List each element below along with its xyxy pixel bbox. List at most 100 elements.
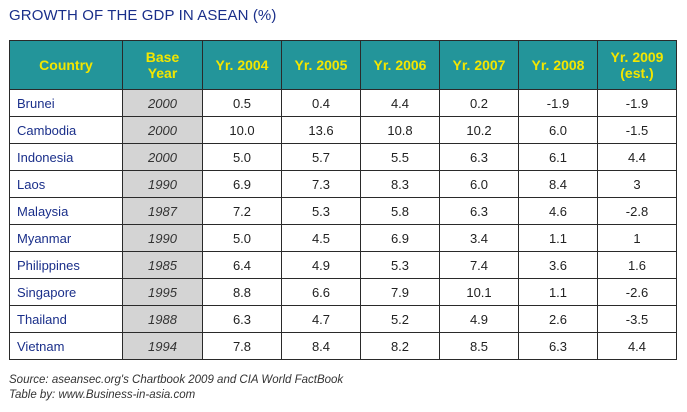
gdp-growth-cell: 4.7 — [281, 305, 361, 333]
base-year-cell: 2000 — [122, 143, 203, 171]
gdp-growth-cell: 5.8 — [360, 197, 440, 225]
column-header-text: Yr. 2004 — [215, 57, 269, 73]
column-header-yr-2008: Yr. 2008 — [518, 40, 598, 90]
gdp-growth-cell: 4.6 — [518, 197, 598, 225]
gdp-growth-cell: 10.8 — [360, 116, 440, 144]
gdp-growth-cell: 8.4 — [281, 332, 361, 360]
gdp-growth-cell: 6.1 — [518, 143, 598, 171]
column-header-yr-2007: Yr. 2007 — [439, 40, 519, 90]
country-cell: Vietnam — [9, 332, 123, 360]
table-row: Vietnam 1994 7.8 8.4 8.2 8.5 6.3 4.4 — [9, 332, 677, 360]
base-year-cell: 1990 — [122, 224, 203, 252]
column-header-text: Yr. 2007 — [452, 57, 506, 73]
gdp-growth-cell: 2.6 — [518, 305, 598, 333]
country-cell: Brunei — [9, 89, 123, 117]
gdp-growth-cell: 6.9 — [202, 170, 282, 198]
header-row: Country Base Year Yr. 2004 Yr. 2005 Yr. 2006 Y… — [9, 40, 677, 90]
base-year-cell: 1994 — [122, 332, 203, 360]
footer: Source: aseansec.org's Chartbook 2009 an… — [9, 373, 343, 402]
country-cell: Thailand — [9, 305, 123, 333]
gdp-growth-cell: -1.5 — [597, 116, 677, 144]
gdp-growth-cell: 0.2 — [439, 89, 519, 117]
gdp-growth-cell: 10.1 — [439, 278, 519, 306]
gdp-growth-cell: 5.0 — [202, 224, 282, 252]
column-header-country: Country — [9, 40, 123, 90]
gdp-growth-cell: 0.5 — [202, 89, 282, 117]
gdp-growth-cell: 8.5 — [439, 332, 519, 360]
gdp-growth-cell: 8.3 — [360, 170, 440, 198]
table-row: Brunei 2000 0.5 0.4 4.4 0.2 -1.9 -1.9 — [9, 89, 677, 117]
country-cell: Cambodia — [9, 116, 123, 144]
table-row: Singapore 1995 8.8 6.6 7.9 10.1 1.1 -2.6 — [9, 278, 677, 306]
gdp-growth-cell: 4.9 — [281, 251, 361, 279]
gdp-growth-cell: 0.4 — [281, 89, 361, 117]
gdp-growth-cell: 1.6 — [597, 251, 677, 279]
gdp-growth-cell: 5.5 — [360, 143, 440, 171]
gdp-growth-cell: 7.8 — [202, 332, 282, 360]
gdp-growth-cell: -2.6 — [597, 278, 677, 306]
gdp-growth-cell: 6.3 — [439, 143, 519, 171]
base-year-cell: 1990 — [122, 170, 203, 198]
country-cell: Indonesia — [9, 143, 123, 171]
base-year-cell: 1988 — [122, 305, 203, 333]
column-header-text: Yr. 2008 — [531, 57, 585, 73]
base-year-cell: 2000 — [122, 89, 203, 117]
gdp-growth-cell: 6.3 — [439, 197, 519, 225]
gdp-growth-cell: 1.1 — [518, 278, 598, 306]
column-header-base-year: Base Year — [122, 40, 203, 90]
gdp-growth-cell: 6.4 — [202, 251, 282, 279]
gdp-growth-cell: 8.4 — [518, 170, 598, 198]
column-header-text: Yr. 2006 — [373, 57, 427, 73]
table-row: Myanmar 1990 5.0 4.5 6.9 3.4 1.1 1 — [9, 224, 677, 252]
gdp-growth-cell: 1.1 — [518, 224, 598, 252]
gdp-growth-cell: 7.4 — [439, 251, 519, 279]
credit-note: Table by: www.Business-in-asia.com — [9, 388, 196, 401]
country-cell: Malaysia — [9, 197, 123, 225]
country-cell: Philippines — [9, 251, 123, 279]
gdp-growth-cell: 4.4 — [360, 89, 440, 117]
column-header-text: Year — [147, 65, 178, 81]
gdp-growth-cell: 6.3 — [518, 332, 598, 360]
gdp-growth-cell: 5.3 — [360, 251, 440, 279]
page-title: GROWTH OF THE GDP IN ASEAN (%) — [9, 7, 277, 24]
gdp-growth-cell: 4.9 — [439, 305, 519, 333]
gdp-growth-cell: 6.3 — [202, 305, 282, 333]
gdp-growth-cell: 4.4 — [597, 143, 677, 171]
column-header-yr-2005: Yr. 2005 — [281, 40, 361, 90]
gdp-growth-cell: 7.2 — [202, 197, 282, 225]
gdp-growth-cell: -1.9 — [518, 89, 598, 117]
column-header-text: Base — [145, 49, 180, 65]
gdp-growth-cell: 7.3 — [281, 170, 361, 198]
table-row: Malaysia 1987 7.2 5.3 5.8 6.3 4.6 -2.8 — [9, 197, 677, 225]
gdp-growth-cell: 8.2 — [360, 332, 440, 360]
column-header-yr-2006: Yr. 2006 — [360, 40, 440, 90]
column-header-text: Country — [39, 57, 93, 73]
gdp-growth-cell: 8.8 — [202, 278, 282, 306]
gdp-growth-cell: 6.6 — [281, 278, 361, 306]
table-body: Brunei 2000 0.5 0.4 4.4 0.2 -1.9 -1.9 Cambodia 20… — [9, 89, 677, 360]
gdp-growth-cell: 4.5 — [281, 224, 361, 252]
table-header: Country Base Year Yr. 2004 Yr. 2005 Yr. 2006 Y… — [9, 40, 677, 90]
table-row: Cambodia 2000 10.0 13.6 10.8 10.2 6.0 -1.5 — [9, 116, 677, 144]
base-year-cell: 1995 — [122, 278, 203, 306]
base-year-cell: 2000 — [122, 116, 203, 144]
gdp-growth-cell: 3.6 — [518, 251, 598, 279]
table-row: Philippines 1985 6.4 4.9 5.3 7.4 3.6 1.6 — [9, 251, 677, 279]
column-header-text: Yr. 2009 — [610, 49, 664, 65]
gdp-growth-cell: 5.2 — [360, 305, 440, 333]
gdp-growth-cell: 3 — [597, 170, 677, 198]
column-header-yr-2004: Yr. 2004 — [202, 40, 282, 90]
table-row: Laos 1990 6.9 7.3 8.3 6.0 8.4 3 — [9, 170, 677, 198]
gdp-growth-cell: 7.9 — [360, 278, 440, 306]
gdp-growth-cell: 5.3 — [281, 197, 361, 225]
gdp-growth-cell: 6.0 — [518, 116, 598, 144]
gdp-growth-cell: 1 — [597, 224, 677, 252]
gdp-growth-cell: 3.4 — [439, 224, 519, 252]
gdp-table: Country Base Year Yr. 2004 Yr. 2005 Yr. 2006 Y… — [9, 40, 677, 360]
gdp-growth-cell: -2.8 — [597, 197, 677, 225]
column-header-yr-2009-est: Yr. 2009 (est.) — [597, 40, 677, 90]
table-row: Thailand 1988 6.3 4.7 5.2 4.9 2.6 -3.5 — [9, 305, 677, 333]
gdp-growth-cell: 6.9 — [360, 224, 440, 252]
base-year-cell: 1985 — [122, 251, 203, 279]
gdp-growth-cell: 10.2 — [439, 116, 519, 144]
